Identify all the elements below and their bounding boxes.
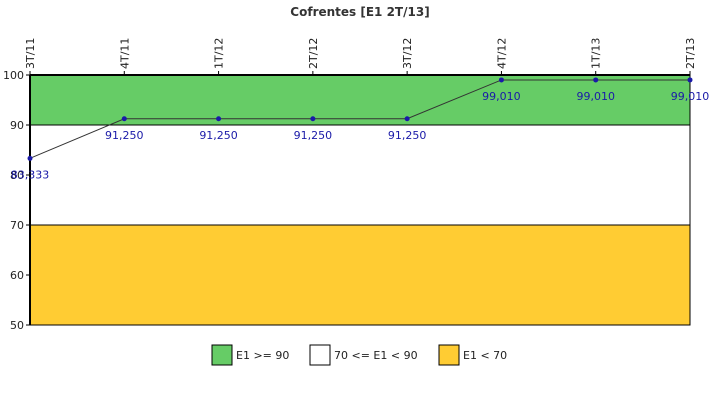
data-point bbox=[404, 116, 410, 122]
y-tick-label: 70 bbox=[10, 219, 24, 232]
data-label: 99,010 bbox=[576, 90, 615, 103]
data-label: 99,010 bbox=[482, 90, 521, 103]
band-2 bbox=[29, 224, 691, 326]
data-label: 83,333 bbox=[11, 168, 50, 181]
x-tick-label: 4T/12 bbox=[495, 38, 508, 69]
legend-swatch-2 bbox=[438, 344, 460, 366]
x-tick-label: 4T/11 bbox=[118, 38, 131, 69]
y-tick-label: 90 bbox=[10, 119, 24, 132]
data-point bbox=[498, 77, 504, 83]
band-1 bbox=[29, 124, 691, 226]
y-tick-label: 100 bbox=[3, 69, 24, 82]
data-label: 91,250 bbox=[199, 129, 238, 142]
x-tick-label: 1T/13 bbox=[590, 38, 603, 69]
y-tick-label: 50 bbox=[10, 319, 24, 332]
legend: E1 >= 90 70 <= E1 < 90 E1 < 70 bbox=[211, 344, 507, 366]
data-point bbox=[687, 77, 693, 83]
band-0 bbox=[29, 74, 691, 126]
band-layer bbox=[29, 74, 691, 326]
legend-label-0: E1 >= 90 bbox=[236, 349, 289, 362]
x-tick-label: 2T/12 bbox=[307, 38, 320, 69]
x-tick-label: 2T/13 bbox=[684, 38, 697, 69]
data-label: 91,250 bbox=[105, 129, 144, 142]
y-tick-label: 80 bbox=[10, 169, 24, 182]
data-point bbox=[27, 155, 33, 161]
data-label: 91,250 bbox=[388, 129, 427, 142]
series-line bbox=[29, 79, 690, 159]
x-tick-label: 3T/12 bbox=[401, 38, 414, 69]
data-point bbox=[216, 116, 222, 122]
data-point bbox=[310, 116, 316, 122]
data-label: 99,010 bbox=[671, 90, 710, 103]
legend-label-1: 70 <= E1 < 90 bbox=[334, 349, 418, 362]
chart-title: Cofrentes [E1 2T/13] bbox=[290, 5, 429, 19]
data-point bbox=[593, 77, 599, 83]
data-label: 91,250 bbox=[294, 129, 333, 142]
x-tick-label: 1T/12 bbox=[213, 38, 226, 69]
data-point bbox=[121, 116, 127, 122]
legend-label-2: E1 < 70 bbox=[463, 349, 507, 362]
series-layer: 83,333 91,250 91,250 91,250 91,250 99,010 99,0… bbox=[11, 77, 710, 181]
legend-swatch-0 bbox=[211, 344, 233, 366]
x-tick-label: 3T/11 bbox=[24, 38, 37, 69]
y-tick-label: 60 bbox=[10, 269, 24, 282]
legend-swatch-1 bbox=[309, 344, 331, 366]
